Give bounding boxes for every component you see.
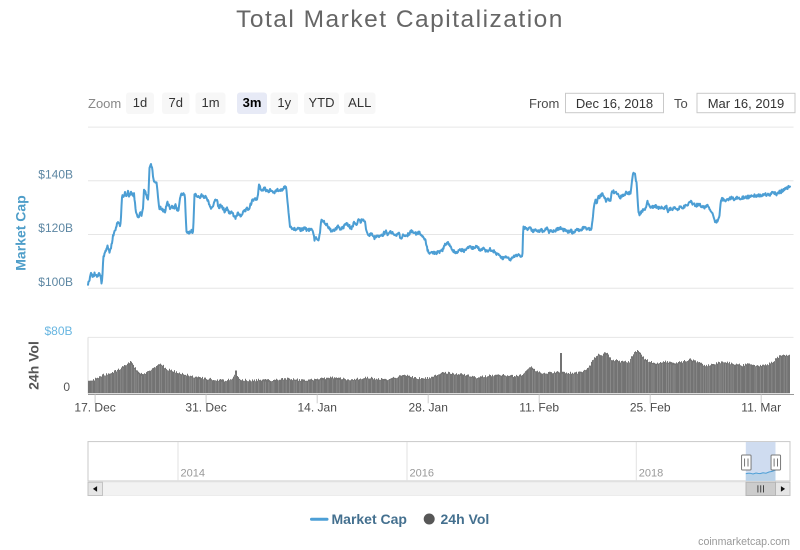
svg-text:0: 0: [63, 380, 70, 394]
svg-text:YTD: YTD: [309, 95, 335, 110]
svg-text:ALL: ALL: [348, 95, 371, 110]
svg-text:From: From: [529, 96, 559, 111]
svg-text:17. Dec: 17. Dec: [74, 401, 115, 415]
svg-text:1m: 1m: [201, 95, 219, 110]
svg-text:$80B: $80B: [44, 324, 72, 338]
svg-text:2018: 2018: [639, 468, 663, 480]
svg-text:31. Dec: 31. Dec: [185, 401, 226, 415]
svg-text:2016: 2016: [410, 468, 434, 480]
svg-text:$120B: $120B: [38, 221, 73, 235]
svg-text:11. Mar: 11. Mar: [741, 401, 781, 415]
svg-text:3m: 3m: [243, 95, 262, 110]
svg-text:Dec 16, 2018: Dec 16, 2018: [576, 96, 653, 111]
svg-text:$140B: $140B: [38, 168, 73, 182]
svg-text:$100B: $100B: [38, 275, 73, 289]
svg-text:coinmarketcap.com: coinmarketcap.com: [698, 536, 790, 548]
svg-text:2014: 2014: [181, 468, 205, 480]
svg-text:24h Vol: 24h Vol: [441, 511, 490, 527]
svg-text:Market Cap: Market Cap: [332, 511, 407, 527]
svg-text:Mar 16, 2019: Mar 16, 2019: [708, 96, 785, 111]
svg-text:11. Feb: 11. Feb: [519, 401, 559, 415]
svg-text:To: To: [674, 96, 688, 111]
svg-text:25. Feb: 25. Feb: [630, 401, 671, 415]
svg-text:7d: 7d: [169, 95, 183, 110]
svg-text:1y: 1y: [277, 95, 291, 110]
svg-text:1d: 1d: [133, 95, 147, 110]
svg-text:24h Vol: 24h Vol: [26, 341, 42, 390]
svg-text:Market Cap: Market Cap: [13, 195, 29, 270]
svg-text:14. Jan: 14. Jan: [298, 401, 337, 415]
svg-text:28. Jan: 28. Jan: [409, 401, 448, 415]
svg-text:Zoom: Zoom: [88, 96, 121, 111]
svg-text:Total Market Capitalization: Total Market Capitalization: [236, 6, 564, 33]
